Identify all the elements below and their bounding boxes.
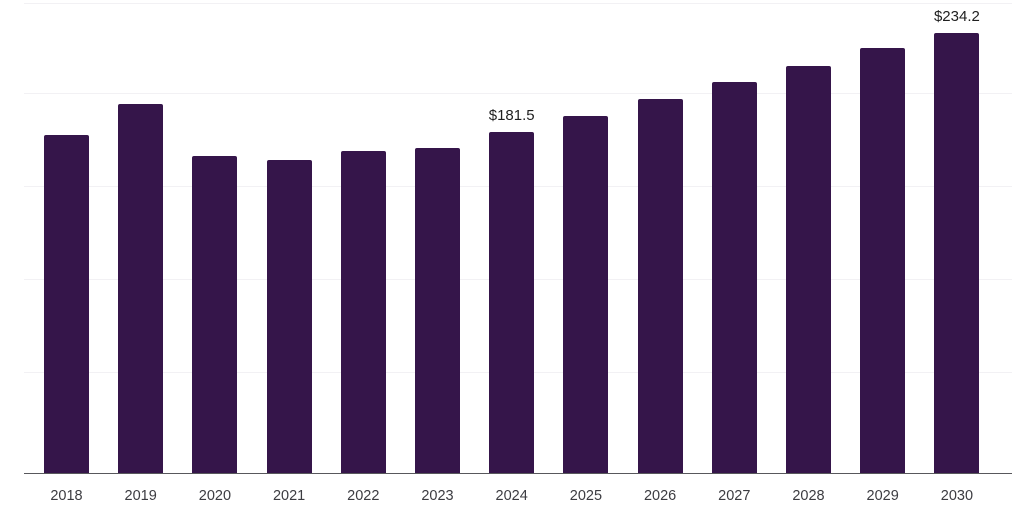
bar[interactable] <box>489 132 535 473</box>
bar[interactable] <box>934 33 980 473</box>
bar-group[interactable] <box>44 0 89 473</box>
x-tick-label: 2027 <box>718 488 751 504</box>
x-tick-label: 2023 <box>421 488 454 504</box>
x-tick-label: 2021 <box>272 488 306 504</box>
bar-group[interactable] <box>860 0 906 473</box>
bar[interactable] <box>637 99 683 473</box>
bar-group[interactable]: $234.2 <box>933 0 980 473</box>
bar[interactable] <box>563 116 609 473</box>
gridline <box>24 93 1012 94</box>
bar[interactable] <box>415 148 460 473</box>
x-tick-label: 2029 <box>866 488 899 504</box>
bar-group[interactable] <box>786 0 831 473</box>
bar-value-label: $234.2 <box>933 8 980 26</box>
bar[interactable] <box>266 160 312 473</box>
x-axis-line <box>24 473 1012 474</box>
bar[interactable] <box>44 135 89 473</box>
x-tick-label: 2019 <box>124 488 157 504</box>
x-tick-label: 2024 <box>495 488 528 504</box>
x-tick-label: 2028 <box>792 488 825 504</box>
gridline <box>24 3 1012 4</box>
x-tick-label: 2025 <box>569 488 603 504</box>
bar-group[interactable] <box>340 0 386 473</box>
x-tick-label: 2018 <box>50 488 83 504</box>
x-tick-label: 2022 <box>347 488 380 504</box>
bars-layer: $181.5 $234.2 <box>44 0 980 473</box>
x-axis: 2018 2019 2020 2021 2022 2023 2024 2025 2026 2027… <box>0 474 1024 512</box>
bar-group[interactable] <box>711 0 757 473</box>
bar-group[interactable] <box>118 0 164 473</box>
bar[interactable] <box>711 82 757 473</box>
bar[interactable] <box>192 156 238 473</box>
bar-group[interactable] <box>637 0 683 473</box>
bar[interactable] <box>786 66 831 473</box>
bar-group[interactable] <box>563 0 609 473</box>
bar-group[interactable] <box>266 0 312 473</box>
bar-value-label: $181.5 <box>488 107 535 125</box>
bar[interactable] <box>860 48 906 473</box>
x-tick-label: 2030 <box>940 488 974 504</box>
x-tick-label: 2020 <box>198 488 232 504</box>
bar-group[interactable]: $181.5 <box>488 0 535 473</box>
bar[interactable] <box>340 151 386 473</box>
bar-group[interactable] <box>192 0 238 473</box>
bar[interactable] <box>118 104 164 473</box>
bar-group[interactable] <box>415 0 460 473</box>
x-tick-label: 2026 <box>643 488 677 504</box>
